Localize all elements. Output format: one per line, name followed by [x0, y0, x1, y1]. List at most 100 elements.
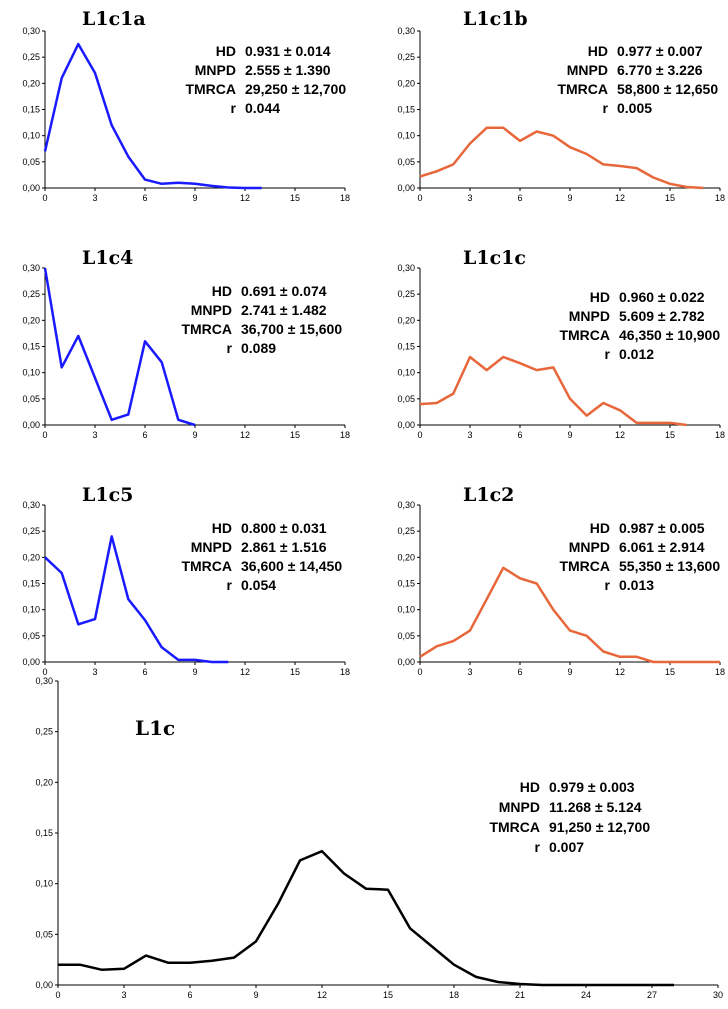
series-line [419, 126, 704, 190]
chart-l1c5: 0,00 0,05 0,10 0,15 0,20 0,25 0,30 0 3 6 9 12 15 18 L1… [22, 484, 350, 677]
stat-value: 46,350 ± 10,900 [619, 327, 720, 343]
stat-value: 0.979 ± 0.003 [549, 779, 635, 795]
y-tick-label: 0,30 [397, 26, 415, 36]
stat-label: MNPD [569, 539, 610, 555]
x-tick-label: 0 [42, 430, 47, 440]
y-tick-label: 0,25 [397, 289, 415, 299]
x-tick-label: 12 [240, 667, 250, 677]
y-tick-label: 0,10 [397, 368, 415, 378]
y-tick-label: 0,30 [35, 676, 53, 686]
y-tick-label: 0,10 [22, 368, 40, 378]
y-tick-label: 0,10 [22, 605, 40, 615]
stat-value: 55,350 ± 13,600 [619, 558, 720, 574]
stat-value: 36,600 ± 14,450 [241, 558, 342, 574]
stat-value: 0.013 [619, 577, 654, 593]
stat-label: MNPD [567, 62, 608, 78]
x-tick-label: 6 [517, 193, 522, 203]
stat-value: 0.044 [245, 100, 280, 116]
series-line [43, 267, 196, 427]
x-tick-label: 15 [665, 193, 675, 203]
stat-value: 0.987 ± 0.005 [619, 520, 705, 536]
x-tick-label: 15 [290, 667, 300, 677]
y-tick-label: 0,30 [22, 263, 40, 273]
y-tick-label: 0,05 [397, 631, 415, 641]
x-tick-label: 12 [240, 430, 250, 440]
chart-l1c: 0,00 0,05 0,10 0,15 0,20 0,25 0,30 0 3 6 9 12 15 18 21… [35, 676, 723, 1000]
series-line [419, 566, 720, 664]
stat-value: 6.061 ± 2.914 [619, 539, 705, 555]
stat-value: 0.012 [619, 346, 654, 362]
stat-value: 0.691 ± 0.074 [241, 283, 327, 299]
x-tick-label: 15 [290, 430, 300, 440]
stat-value: 11.268 ± 5.124 [549, 799, 642, 815]
chart-title: L1c2 [463, 484, 514, 506]
x-tick-label: 0 [417, 667, 422, 677]
y-tick-label: 0,00 [397, 657, 415, 667]
x-tick-label: 18 [715, 667, 725, 677]
series-line [43, 42, 262, 190]
stat-value: 0.089 [241, 340, 276, 356]
stat-label: TMRCA [489, 819, 540, 835]
y-tick-label: 0,30 [397, 500, 415, 510]
y-tick-label: 0,20 [22, 78, 40, 88]
x-tick-label: 18 [340, 430, 350, 440]
y-tick-label: 0,05 [22, 157, 40, 167]
x-tick-label: 3 [92, 430, 97, 440]
stat-value: 2.741 ± 1.482 [241, 302, 327, 318]
stat-label: TMRCA [559, 558, 610, 574]
x-tick-label: 6 [187, 990, 192, 1000]
y-tick-label: 0,20 [22, 315, 40, 325]
x-tick-label: 15 [383, 990, 393, 1000]
x-tick-label: 0 [417, 193, 422, 203]
series-line [58, 849, 674, 987]
y-tick-label: 0,25 [22, 289, 40, 299]
stat-label: r [231, 100, 237, 116]
x-tick-label: 30 [713, 990, 723, 1000]
y-tick-label: 0,05 [397, 157, 415, 167]
y-tick-label: 0,15 [22, 105, 40, 115]
y-tick-label: 0,20 [397, 552, 415, 562]
stat-value: 0.054 [241, 577, 276, 593]
stat-label: TMRCA [185, 81, 236, 97]
x-tick-label: 12 [615, 667, 625, 677]
x-tick-label: 3 [467, 193, 472, 203]
y-tick-label: 0,30 [22, 500, 40, 510]
x-tick-label: 3 [121, 990, 126, 1000]
y-tick-label: 0,20 [397, 78, 415, 88]
x-tick-label: 21 [515, 990, 525, 1000]
y-tick-label: 0,15 [22, 579, 40, 589]
stat-label: MNPD [569, 308, 610, 324]
stat-label: r [535, 839, 541, 855]
stat-label: MNPD [195, 62, 236, 78]
y-tick-label: 0,25 [22, 526, 40, 536]
stat-value: 6.770 ± 3.226 [617, 62, 703, 78]
y-tick-label: 0,00 [22, 420, 40, 430]
x-tick-label: 15 [665, 667, 675, 677]
chart-title: L1c5 [82, 484, 133, 506]
x-tick-label: 12 [317, 990, 327, 1000]
x-tick-label: 18 [715, 430, 725, 440]
x-tick-label: 3 [467, 430, 472, 440]
chart-title: L1c1a [82, 8, 146, 30]
stat-value: 2.861 ± 1.516 [241, 539, 327, 555]
y-tick-label: 0,15 [397, 342, 415, 352]
stat-label: MNPD [191, 539, 232, 555]
chart-title: L1c1c [463, 247, 526, 269]
y-tick-label: 0,20 [35, 777, 53, 787]
stat-label: HD [212, 520, 232, 536]
y-tick-label: 0,30 [22, 26, 40, 36]
stat-label: HD [212, 283, 232, 299]
chart-title: L1c [135, 716, 175, 740]
chart-title: L1c4 [82, 247, 133, 269]
stat-label: r [605, 577, 611, 593]
y-tick-label: 0,25 [35, 727, 53, 737]
x-tick-label: 12 [615, 430, 625, 440]
y-tick-label: 0,00 [35, 980, 53, 990]
stat-label: r [603, 100, 609, 116]
x-tick-label: 18 [715, 193, 725, 203]
y-tick-label: 0,05 [35, 929, 53, 939]
stat-value: 58,800 ± 12,650 [617, 81, 718, 97]
stat-label: MNPD [191, 302, 232, 318]
y-tick-label: 0,10 [35, 879, 53, 889]
x-tick-label: 6 [142, 430, 147, 440]
